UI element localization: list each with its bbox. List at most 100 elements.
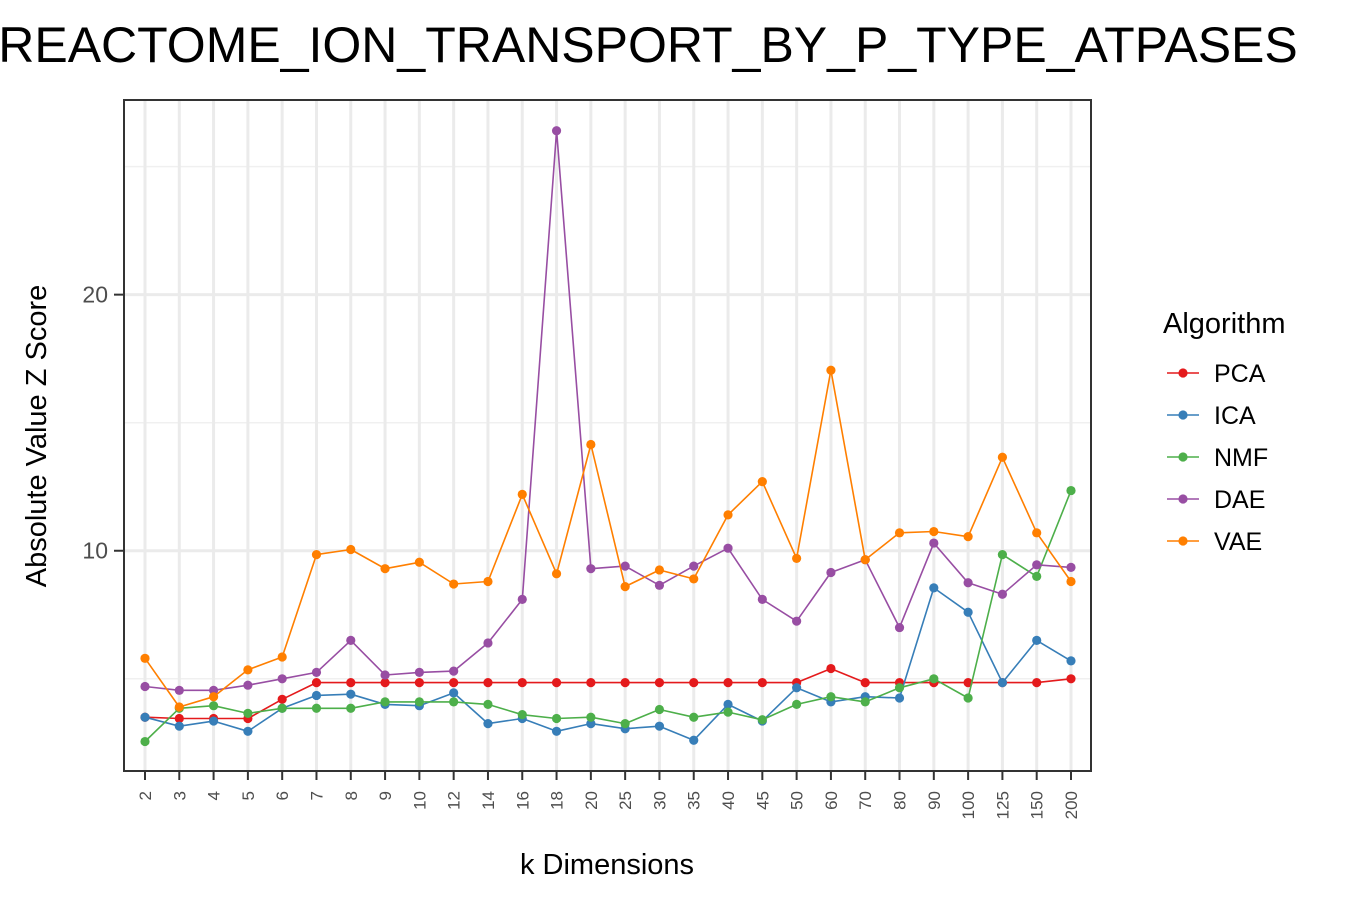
data-point-pca — [757, 678, 767, 688]
legend-item-nmf: NMF — [1167, 444, 1268, 472]
data-point-nmf — [208, 701, 219, 711]
data-point-pca — [346, 678, 356, 688]
data-point-nmf — [140, 736, 150, 747]
data-point-pca — [449, 678, 459, 688]
data-point-dae — [1032, 560, 1042, 570]
data-point-nmf — [757, 715, 767, 725]
data-point-vae — [140, 653, 150, 663]
data-point-nmf — [414, 697, 424, 707]
data-point-ica — [689, 735, 699, 745]
data-point-nmf — [586, 712, 596, 722]
chart-title: REACTOME_ION_TRANSPORT_BY_P_TYPE_ATPASES — [0, 17, 1298, 73]
x-tick-label: 50 — [788, 791, 807, 810]
data-point-vae — [929, 526, 939, 537]
data-point-pca — [551, 678, 562, 688]
data-point-nmf — [380, 697, 390, 707]
data-point-dae — [929, 538, 939, 548]
data-point-dae — [243, 680, 253, 690]
data-point-nmf — [449, 697, 459, 707]
data-point-nmf — [277, 703, 287, 713]
x-tick-label: 10 — [410, 791, 429, 810]
data-point-dae — [311, 667, 322, 677]
x-tick-label: 4 — [205, 791, 224, 800]
x-tick-label: 5 — [239, 791, 258, 800]
x-tick-label: 25 — [616, 791, 635, 810]
data-point-vae — [963, 532, 973, 542]
x-tick-label: 45 — [753, 791, 772, 810]
data-point-vae — [208, 692, 219, 702]
grid-layer — [124, 100, 1091, 771]
series-nmf — [140, 485, 1076, 747]
x-tick-label: 9 — [376, 791, 395, 800]
legend-label: NMF — [1214, 444, 1268, 472]
data-point-vae — [243, 665, 253, 675]
data-point-nmf — [997, 549, 1008, 560]
data-point-dae — [689, 561, 699, 571]
data-point-pca — [311, 678, 322, 688]
data-point-nmf — [929, 674, 939, 684]
y-axis: 10 20 — [82, 282, 124, 564]
x-tick-label: 35 — [685, 791, 704, 810]
legend-key-point — [1178, 368, 1188, 378]
data-point-pca — [517, 678, 527, 688]
legend-title: Algorithm — [1163, 308, 1286, 340]
data-point-pca — [723, 678, 733, 688]
data-point-vae — [483, 576, 493, 587]
x-tick-label: 100 — [959, 791, 978, 819]
data-point-ica — [208, 716, 219, 726]
x-tick-label: 18 — [548, 791, 567, 810]
data-point-dae — [551, 126, 562, 136]
series-line-nmf — [144, 490, 1072, 743]
data-point-pca — [826, 663, 836, 674]
data-point-pca — [586, 678, 596, 688]
data-point-nmf — [620, 719, 630, 729]
plot-frame — [123, 99, 1092, 772]
x-tick-label: 14 — [479, 791, 498, 810]
data-point-vae — [654, 565, 665, 575]
x-tick-label: 6 — [273, 791, 292, 800]
data-point-ica — [586, 719, 596, 729]
y-tick-label: 10 — [82, 538, 108, 564]
data-point-nmf — [654, 704, 665, 715]
data-point-dae — [997, 589, 1008, 599]
x-tick-label: 80 — [891, 791, 910, 810]
data-point-pca — [483, 678, 493, 688]
data-point-nmf — [860, 697, 870, 707]
x-tick-label: 16 — [513, 791, 532, 810]
data-point-pca — [860, 678, 870, 688]
legend-key-point — [1178, 410, 1188, 420]
data-point-pca — [1066, 674, 1076, 684]
data-point-vae — [1066, 576, 1076, 587]
x-tick-label: 7 — [307, 791, 326, 800]
data-point-ica — [449, 688, 459, 698]
legend-item-pca: PCA — [1167, 360, 1266, 388]
data-point-pca — [380, 678, 390, 688]
data-point-ica — [174, 721, 184, 731]
data-point-vae — [414, 557, 424, 567]
data-point-nmf — [894, 683, 905, 693]
data-point-vae — [723, 510, 733, 520]
data-point-vae — [346, 544, 356, 555]
data-point-vae — [311, 549, 322, 560]
legend-item-vae: VAE — [1167, 528, 1262, 556]
data-point-vae — [517, 489, 527, 500]
legend-key-point — [1178, 452, 1188, 462]
data-point-dae — [1066, 562, 1076, 572]
data-point-vae — [894, 528, 905, 538]
series-vae — [140, 365, 1076, 712]
data-point-nmf — [311, 703, 322, 713]
data-point-ica — [1032, 635, 1042, 645]
x-tick-label: 12 — [445, 791, 464, 810]
data-point-ica — [1066, 656, 1076, 666]
data-point-pca — [620, 678, 630, 688]
data-point-vae — [860, 555, 870, 565]
data-point-nmf — [963, 693, 973, 703]
data-point-nmf — [1032, 571, 1042, 581]
data-point-vae — [826, 365, 836, 375]
series-layer — [140, 126, 1076, 747]
data-point-pca — [277, 694, 287, 704]
y-tick-label: 20 — [82, 282, 108, 308]
data-point-dae — [483, 638, 493, 648]
data-point-ica — [483, 719, 493, 729]
